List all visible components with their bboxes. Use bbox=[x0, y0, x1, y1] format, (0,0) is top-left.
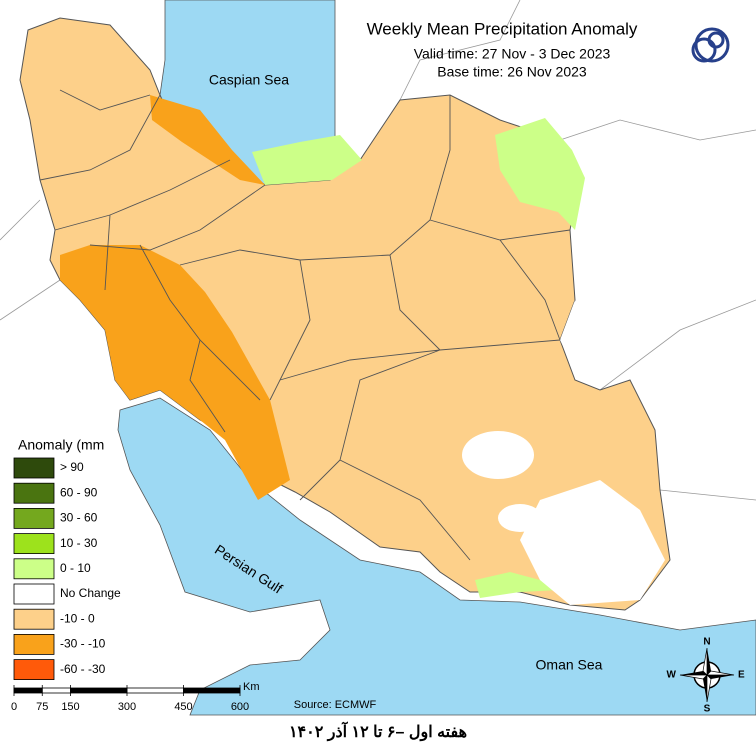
sea-label: Caspian Sea bbox=[209, 72, 289, 88]
legend-swatch bbox=[13, 457, 55, 479]
compass: N S W E bbox=[667, 637, 745, 715]
base-time: Base time: 26 Nov 2023 bbox=[437, 64, 587, 80]
anomaly-region bbox=[60, 245, 290, 500]
compass-label: E bbox=[738, 670, 745, 681]
legend-swatch bbox=[13, 482, 55, 504]
scale-label: 75 bbox=[36, 701, 48, 713]
scale-label: 450 bbox=[174, 701, 192, 713]
map-title: Weekly Mean Precipitation Anomaly bbox=[367, 19, 638, 38]
legend-label: -60 - -30 bbox=[60, 662, 106, 676]
legend-title: Anomaly (mm bbox=[18, 437, 104, 453]
legend-swatch bbox=[13, 634, 55, 655]
legend-swatch bbox=[13, 608, 55, 630]
scale-label: 150 bbox=[61, 701, 79, 713]
no-change-region bbox=[462, 431, 534, 479]
neighbor-borders bbox=[0, 0, 756, 501]
scale-segment bbox=[126, 687, 184, 694]
legend-label: 30 - 60 bbox=[60, 511, 98, 525]
scale-unit: Km bbox=[243, 681, 260, 693]
legend-label: 0 - 10 bbox=[60, 561, 91, 575]
compass-label: N bbox=[703, 637, 710, 648]
legend-swatch bbox=[13, 558, 55, 580]
footer-band bbox=[0, 716, 756, 756]
province-borders bbox=[39, 89, 571, 561]
anomaly-region bbox=[495, 118, 585, 230]
sea-label: Oman Sea bbox=[536, 657, 603, 673]
legend-label: -30 - -10 bbox=[60, 637, 106, 651]
scale-segment bbox=[70, 687, 128, 694]
anomaly-region bbox=[150, 95, 265, 185]
legend-label: -10 - 0 bbox=[60, 611, 95, 625]
anomaly-region bbox=[252, 135, 362, 185]
compass-label: W bbox=[667, 670, 677, 681]
legend-label: > 90 bbox=[60, 460, 84, 474]
anomaly-region bbox=[475, 572, 560, 598]
logo bbox=[691, 27, 730, 63]
no-change-region bbox=[560, 300, 575, 360]
legend-label: 10 - 30 bbox=[60, 536, 98, 550]
scale-label: 300 bbox=[118, 701, 136, 713]
legend-swatch bbox=[13, 583, 55, 605]
no-change-region bbox=[520, 480, 665, 605]
scale-label: 0 bbox=[11, 701, 17, 713]
southern-seas bbox=[117, 397, 756, 716]
no-change-region bbox=[498, 504, 542, 532]
scale-segment bbox=[183, 687, 241, 694]
legend-swatch bbox=[13, 507, 55, 529]
legend-swatch bbox=[13, 533, 55, 554]
compass-label: S bbox=[704, 704, 711, 715]
scale-segment bbox=[41, 687, 71, 694]
legend-swatch bbox=[13, 659, 55, 680]
valid-time: Valid time: 27 Nov - 3 Dec 2023 bbox=[414, 46, 611, 62]
legend-label: No Change bbox=[60, 586, 121, 600]
legend-label: 60 - 90 bbox=[60, 485, 98, 499]
scale-label: 600 bbox=[231, 701, 249, 713]
scale-segment bbox=[13, 687, 43, 694]
source: Source: ECMWF bbox=[294, 699, 377, 711]
footer: هفته اول –۶ تا ۱۲ آذر ۱۴۰۲ bbox=[289, 720, 467, 742]
